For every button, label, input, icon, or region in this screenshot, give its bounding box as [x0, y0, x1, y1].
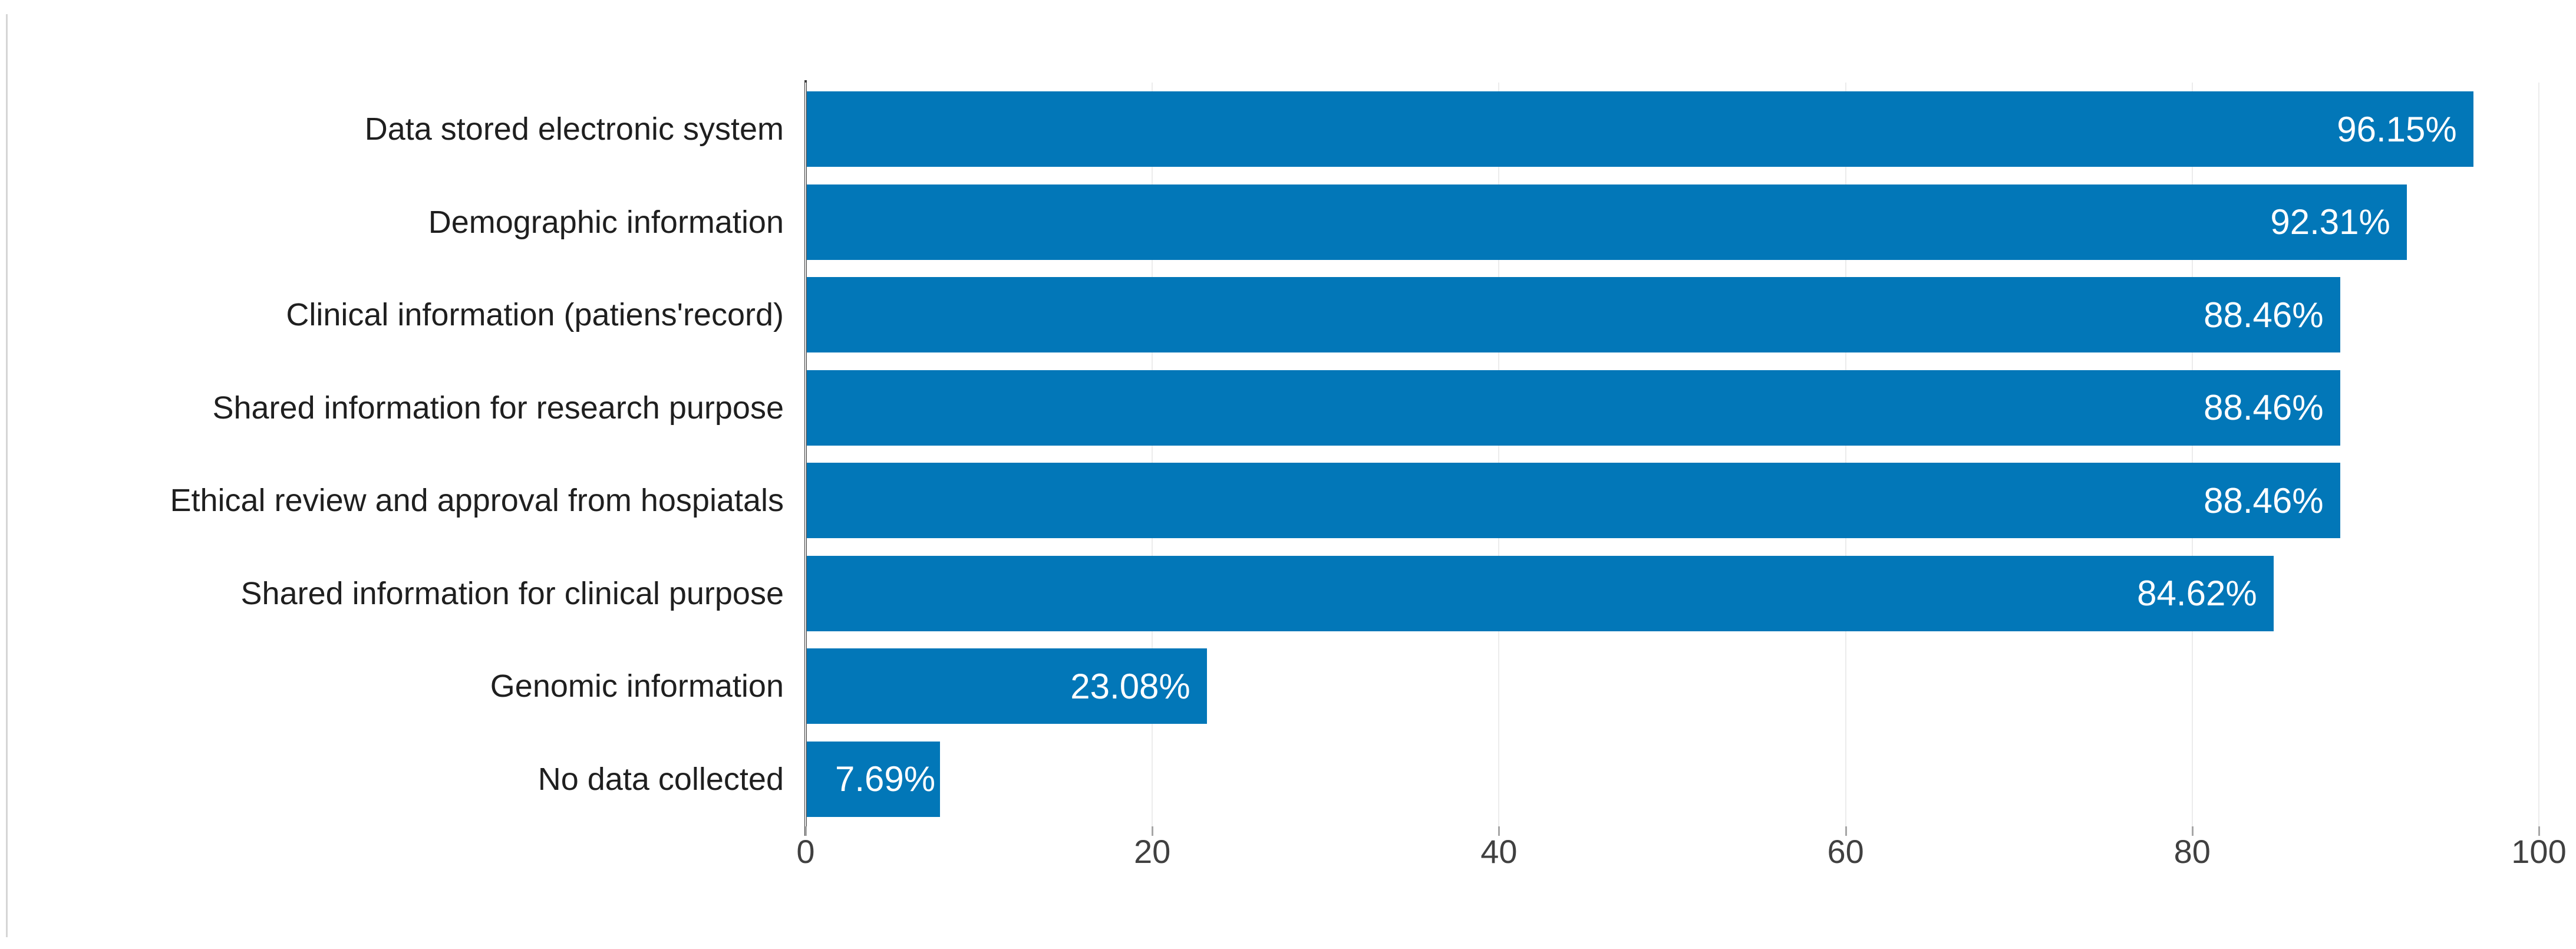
gridline	[1152, 83, 1153, 826]
x-tick-label: 100	[2511, 833, 2567, 870]
gridline	[1845, 83, 1846, 826]
tick-mark	[1152, 826, 1154, 836]
category-label: Data stored electronic system	[364, 111, 784, 147]
category-label: Genomic information	[490, 668, 784, 704]
x-tick-label: 40	[1480, 833, 1518, 870]
category-label: Demographic information	[428, 204, 784, 240]
bar-row: Genomic information 23.08%	[0, 640, 2576, 733]
tick-mark	[805, 826, 807, 836]
tick-mark	[2538, 826, 2540, 836]
gridline	[1498, 83, 1500, 826]
bar: 88.46%	[807, 370, 2340, 446]
bar: 96.15%	[807, 91, 2473, 167]
value-label: 84.62%	[2137, 574, 2257, 613]
category-label: No data collected	[537, 761, 784, 797]
bar-row: Clinical information (patiens'record) 88.…	[0, 268, 2576, 361]
x-tick-label: 80	[2173, 833, 2211, 870]
bar-row: Shared information for research purpose 8…	[0, 361, 2576, 454]
tick-mark	[2191, 826, 2194, 836]
tick-mark	[1845, 826, 1847, 836]
bar: 84.62%	[807, 555, 2274, 631]
category-label: Ethical review and approval from hospiat…	[170, 483, 784, 518]
bar-row: Data stored electronic system 96.15%	[0, 83, 2576, 176]
category-label: Shared information for research purpose	[212, 390, 784, 426]
bar-row: Shared information for clinical purpose 8…	[0, 547, 2576, 640]
bar-row: Ethical review and approval from hospiat…	[0, 454, 2576, 547]
bar: 23.08%	[807, 648, 1207, 724]
value-label: 23.08%	[1070, 666, 1190, 706]
value-label: 88.46%	[2204, 388, 2324, 427]
gridline	[805, 83, 806, 826]
bar: 92.31%	[807, 184, 2407, 260]
value-label: 96.15%	[2337, 109, 2457, 149]
value-label: 88.46%	[2204, 295, 2324, 335]
bar: 88.46%	[807, 277, 2340, 352]
figure-left-border	[6, 14, 8, 937]
category-label: Clinical information (patiens'record)	[286, 297, 784, 332]
category-label: Shared information for clinical purpose	[240, 575, 784, 611]
bar: 7.69%	[807, 741, 941, 817]
tick-mark	[1498, 826, 1500, 836]
bar-row: No data collected 7.69%	[0, 733, 2576, 826]
x-tick-label: 20	[1134, 833, 1171, 870]
value-label: 88.46%	[2204, 480, 2324, 520]
gridline	[2538, 83, 2539, 826]
bar-row: Demographic information 92.31%	[0, 176, 2576, 269]
gridline	[2191, 83, 2193, 826]
value-label: 7.69%	[835, 759, 936, 799]
bar: 88.46%	[807, 463, 2340, 538]
x-tick-label: 0	[796, 833, 815, 870]
value-label: 92.31%	[2270, 202, 2390, 242]
x-tick-label: 60	[1827, 833, 1864, 870]
